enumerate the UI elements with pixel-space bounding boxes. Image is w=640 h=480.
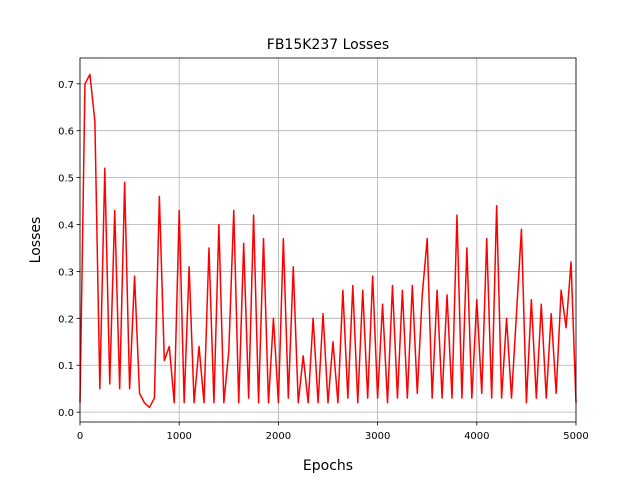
y-tick-label: 0.2 <box>58 314 74 325</box>
y-tick-label: 0.7 <box>58 80 74 91</box>
plot-frame <box>79 57 577 423</box>
y-tick-label: 0.4 <box>58 221 74 232</box>
x-tick-label: 3000 <box>365 431 390 442</box>
line-series <box>79 73 577 409</box>
x-axis-label: Epochs <box>303 458 353 474</box>
x-tick-label: 5000 <box>563 431 588 442</box>
x-tick-label: 1000 <box>166 431 191 442</box>
chart-title: FB15K237 Losses <box>267 37 389 53</box>
y-tick-label: 0.6 <box>58 127 74 138</box>
y-tick-label: 0.0 <box>58 408 74 419</box>
y-axis-label: Losses <box>28 217 44 264</box>
x-tick-label: 0 <box>77 431 83 442</box>
y-tick-label: 0.5 <box>58 174 74 185</box>
y-tick-label: 0.3 <box>58 267 74 278</box>
x-tick-label: 2000 <box>266 431 291 442</box>
x-tick-label: 4000 <box>464 431 489 442</box>
y-tick-label: 0.1 <box>58 361 74 372</box>
